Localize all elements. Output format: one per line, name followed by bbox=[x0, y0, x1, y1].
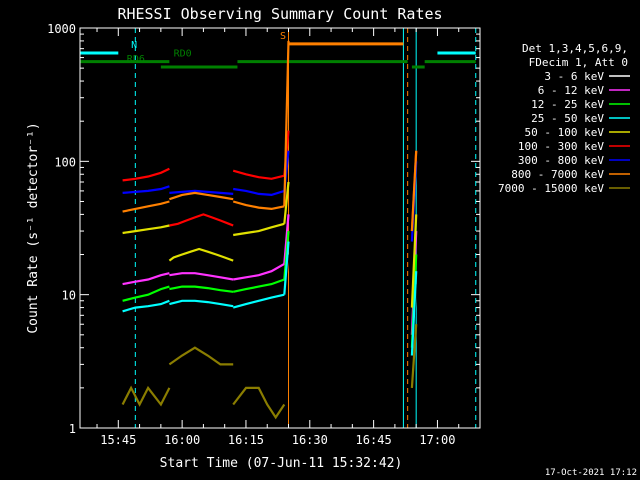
series-3 bbox=[122, 241, 418, 356]
series-7-segment-3 bbox=[283, 40, 290, 207]
series-1-segment-1 bbox=[169, 272, 234, 281]
series-0-segment-2 bbox=[232, 299, 285, 321]
series-2-segment-0 bbox=[122, 285, 170, 302]
x-tick-label-5: 17:00 bbox=[419, 433, 455, 447]
series-8-segment-1 bbox=[168, 346, 234, 366]
series-2-segment-1 bbox=[169, 285, 234, 293]
y-tick-label-0: 1 bbox=[69, 422, 76, 436]
flag-label-rd0: RD0 bbox=[174, 49, 192, 60]
flag-label-n: N bbox=[131, 40, 137, 51]
series-4-segment-3 bbox=[283, 181, 290, 224]
plot-area: N S RD0 RD6 bbox=[79, 28, 477, 428]
series-3-segment-0 bbox=[122, 299, 170, 313]
series-3-segment-2 bbox=[232, 293, 285, 309]
x-tick-label-3: 16:30 bbox=[292, 433, 328, 447]
series-5-segment-1 bbox=[169, 213, 234, 227]
series-6-segment-1 bbox=[169, 189, 234, 195]
y-tick-label-1: 10 bbox=[62, 289, 76, 303]
series-3-segment-4 bbox=[410, 271, 418, 356]
legend-label-7: 800 - 7000 keV bbox=[511, 168, 604, 181]
series-4-segment-0 bbox=[122, 224, 170, 235]
series-6-segment-2 bbox=[233, 187, 285, 197]
series-2 bbox=[122, 231, 418, 348]
x-axis-label: Start Time (07-Jun-11 15:32:42) bbox=[160, 456, 403, 471]
series-1-segment-2 bbox=[233, 262, 285, 281]
legend-label-8: 7000 - 15000 keV bbox=[498, 182, 604, 195]
series-2-segment-2 bbox=[232, 278, 285, 293]
series-7-segment-4 bbox=[410, 150, 418, 232]
timestamp: 17-Oct-2021 17:12 bbox=[545, 468, 637, 478]
series-5-segment-2 bbox=[232, 169, 285, 180]
plot-frame bbox=[79, 27, 481, 429]
series-0-segment-0 bbox=[122, 315, 170, 331]
series-6-segment-0 bbox=[122, 185, 170, 194]
y-tick-label-3: 1000 bbox=[47, 22, 76, 36]
series-1-segment-0 bbox=[122, 272, 170, 286]
legend-label-6: 300 - 800 keV bbox=[518, 154, 604, 167]
legend-label-5: 100 - 300 keV bbox=[518, 140, 604, 153]
series-4-segment-4 bbox=[410, 214, 418, 308]
x-tick-label-0: 15:45 bbox=[100, 433, 136, 447]
chart-title: RHESSI Observing Summary Count Rates bbox=[117, 5, 442, 23]
series-7-segment-0 bbox=[122, 200, 170, 213]
legend-header-0: Det 1,3,4,5,6,9, bbox=[522, 42, 628, 55]
legend-label-3: 25 - 50 keV bbox=[531, 112, 604, 125]
series-8-segment-3 bbox=[410, 324, 418, 388]
series-8-segment-2 bbox=[232, 386, 286, 420]
legend-header-1: FDecim 1, Att 0 bbox=[529, 56, 628, 69]
legend-label-0: 3 - 6 keV bbox=[544, 70, 604, 83]
x-tick-label-4: 16:45 bbox=[356, 433, 392, 447]
x-tick-label-1: 16:00 bbox=[164, 433, 200, 447]
series-8-segment-0 bbox=[121, 385, 171, 407]
series-4-segment-1 bbox=[168, 247, 234, 262]
series-0-segment-1 bbox=[169, 312, 234, 321]
series-3-segment-1 bbox=[169, 299, 234, 308]
legend-label-1: 6 - 12 keV bbox=[538, 84, 605, 97]
series-5-segment-0 bbox=[122, 167, 170, 182]
legend: Det 1,3,4,5,6,9,FDecim 1, Att 03 - 6 keV… bbox=[498, 42, 630, 195]
legend-label-2: 12 - 25 keV bbox=[531, 98, 604, 111]
axis-ticks: 15:45 16:00 16:15 16:30 16:45 17:00 1 10 100 1000 bbox=[47, 22, 481, 447]
y-tick-label-2: 100 bbox=[54, 155, 76, 169]
legend-label-4: 50 - 100 keV bbox=[525, 126, 605, 139]
y-axis-label: Count Rate (s⁻¹ detector⁻¹) bbox=[26, 122, 41, 333]
series-7-segment-2 bbox=[232, 200, 285, 211]
flag-label-s: S bbox=[280, 31, 286, 42]
series-7-segment-1 bbox=[169, 191, 234, 201]
flag-label-rd6: RD6 bbox=[127, 54, 145, 65]
series-3-segment-3 bbox=[283, 241, 290, 295]
series-4-segment-2 bbox=[233, 222, 285, 237]
series-8 bbox=[121, 324, 418, 420]
x-tick-label-2: 16:15 bbox=[228, 433, 264, 447]
series-1-segment-3 bbox=[283, 214, 290, 264]
series-5 bbox=[122, 130, 418, 232]
series-7 bbox=[122, 40, 418, 232]
series-4 bbox=[122, 181, 418, 308]
